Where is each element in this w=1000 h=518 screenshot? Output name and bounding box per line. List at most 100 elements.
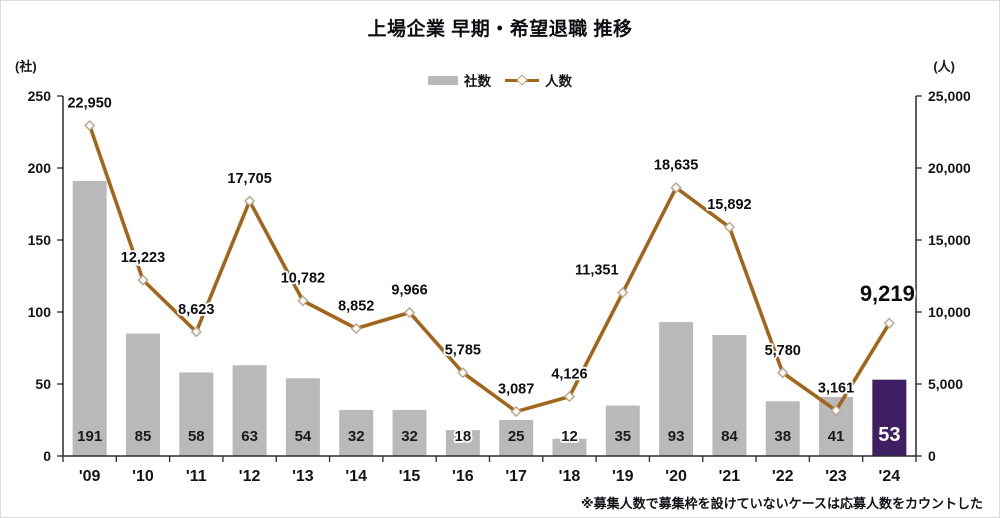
bar-label-09: 191 (77, 428, 102, 445)
data-label-24: 9,219 (860, 281, 915, 306)
bar-label-18: 12 (561, 428, 578, 445)
chart-footnote: ※募集人数で募集枠を設けていないケースは応募人数をカウントした (581, 496, 983, 511)
data-label-19: 11,351 (575, 263, 619, 279)
data-label-16: 5,785 (445, 343, 481, 359)
bar-17 (499, 420, 534, 456)
x-tick-label-23: '23 (825, 468, 847, 485)
left-tick-label-150: 150 (28, 232, 52, 248)
bar-21 (712, 335, 747, 456)
marker-19 (617, 286, 629, 299)
right-tick-label-5000: 5,000 (928, 376, 963, 392)
legend-item-people: 人数 (505, 70, 572, 90)
x-tick-label-17: '17 (505, 468, 527, 485)
bar-18 (552, 438, 587, 456)
right-tick-label-25000: 25,000 (928, 88, 971, 104)
bar-label-10: 85 (135, 428, 152, 445)
left-tick-label-250: 250 (28, 88, 52, 104)
left-axis-unit-label: (社) (15, 59, 37, 74)
bar-10 (125, 333, 160, 456)
bar-22 (765, 401, 800, 456)
right-tick-label-15000: 15,000 (928, 232, 971, 248)
left-tick-label-50: 50 (35, 376, 51, 392)
bar-label-22: 38 (774, 428, 791, 445)
x-tick-label-19: '19 (612, 468, 634, 485)
bar-label-14: 32 (348, 428, 365, 445)
marker-22 (777, 367, 789, 379)
x-tick-label-24: '24 (879, 468, 901, 485)
marker-14 (350, 322, 362, 335)
bar-15 (392, 409, 427, 456)
marker-24 (883, 317, 895, 329)
bar-20 (659, 322, 694, 456)
data-label-11: 8,623 (178, 302, 214, 318)
marker-15 (403, 306, 416, 319)
right-axis-unit-label: (人) (933, 59, 955, 74)
data-label-21: 15,892 (707, 197, 751, 213)
marker-21 (723, 221, 735, 233)
left-tick-label-0: 0 (43, 448, 51, 464)
data-label-12: 17,705 (227, 171, 271, 187)
marker-18 (563, 390, 576, 403)
bar-label-15: 32 (401, 428, 418, 445)
x-tick-label-16: '16 (452, 468, 474, 485)
bar-label-24: 53 (878, 424, 900, 446)
right-tick-label-0: 0 (928, 448, 936, 464)
bar-label-21: 84 (721, 428, 738, 445)
legend-item-companies: 社数 (428, 70, 491, 90)
marker-23 (830, 404, 842, 417)
right-tick-label-20000: 20,000 (928, 160, 971, 176)
bar-24 (872, 379, 907, 456)
bar-09 (72, 180, 107, 456)
chart-title: 上場企業 早期・希望退職 推移 (367, 19, 633, 40)
data-label-15: 9,966 (391, 282, 427, 298)
marker-10 (137, 274, 149, 286)
bar-label-23: 41 (828, 428, 845, 445)
data-label-20: 18,635 (654, 158, 698, 174)
x-tick-label-10: '10 (132, 468, 154, 485)
data-label-17: 3,087 (498, 382, 534, 398)
bar-12 (232, 365, 267, 456)
marker-17 (510, 405, 522, 418)
right-tick-label-10000: 10,000 (928, 304, 971, 320)
data-label-14: 8,852 (338, 299, 374, 315)
bar-label-11: 58 (188, 428, 205, 445)
legend-label-companies: 社数 (464, 74, 491, 89)
chart-legend: 社数 人数 (1, 70, 999, 90)
x-tick-label-11: '11 (186, 468, 207, 485)
marker-13 (297, 295, 309, 307)
marker-20 (670, 182, 682, 194)
bar-19 (605, 405, 640, 456)
bar-label-19: 35 (614, 428, 631, 445)
bar-label-13: 54 (295, 428, 312, 445)
bar-label-12: 63 (241, 428, 258, 445)
data-label-18: 4,126 (551, 367, 587, 383)
x-tick-label-13: '13 (292, 468, 314, 485)
bar-label-20: 93 (668, 428, 685, 445)
left-tick-label-100: 100 (28, 304, 52, 320)
x-tick-label-21: '21 (719, 468, 741, 485)
bar-label-16: 18 (455, 428, 472, 445)
legend-label-people: 人数 (545, 74, 572, 89)
x-tick-label-18: '18 (559, 468, 581, 485)
data-label-13: 10,782 (281, 271, 325, 287)
line-swatch-icon (505, 74, 539, 86)
bar-14 (339, 409, 374, 456)
bar-13 (285, 378, 320, 456)
bar-11 (179, 372, 214, 456)
x-tick-label-09: '09 (79, 468, 101, 485)
x-tick-label-14: '14 (345, 468, 367, 485)
left-tick-label-200: 200 (28, 160, 52, 176)
x-tick-label-15: '15 (399, 468, 421, 485)
bar-16 (445, 430, 480, 456)
x-tick-label-12: '12 (239, 468, 261, 485)
x-tick-label-22: '22 (772, 468, 794, 485)
line-series-people (87, 123, 892, 414)
data-label-10: 12,223 (121, 250, 165, 266)
marker-11 (190, 326, 202, 338)
data-label-09: 22,950 (67, 96, 111, 112)
data-label-22: 5,780 (765, 343, 801, 359)
bar-swatch-icon (428, 75, 458, 85)
bar-label-17: 25 (508, 428, 525, 445)
